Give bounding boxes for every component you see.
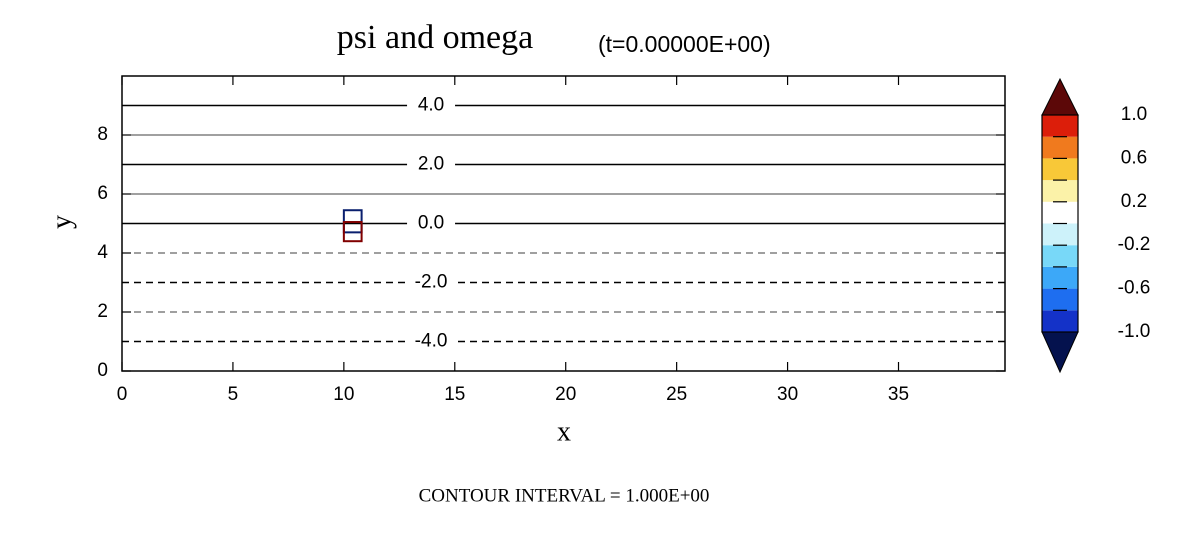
colorbar-band <box>1042 310 1078 332</box>
x-tick-label: 10 <box>333 384 354 405</box>
contour-label-bg <box>407 95 456 116</box>
colorbar-tick-label: -1.0 <box>1118 321 1151 342</box>
x-tick-label: 0 <box>117 384 128 405</box>
y-tick-label: 8 <box>97 124 108 145</box>
colorbar-tick-label: 0.2 <box>1121 191 1147 212</box>
contour-label-bg <box>407 213 456 234</box>
y-tick-label: 2 <box>97 301 108 322</box>
x-tick-label: 15 <box>444 384 465 405</box>
y-tick-label: 0 <box>97 360 108 381</box>
contour-label-bg <box>407 154 456 175</box>
footer-note: CONTOUR INTERVAL = 1.000E+00 <box>419 485 710 506</box>
contour-label: 2.0 <box>418 154 444 175</box>
colorbar-band <box>1042 180 1078 202</box>
x-tick-label: 5 <box>228 384 239 405</box>
x-tick-label: 30 <box>777 384 798 405</box>
colorbar-band <box>1042 158 1078 181</box>
colorbar-band <box>1042 266 1078 289</box>
colorbar-frame <box>1041 114 1079 333</box>
colorbar-band <box>1042 115 1078 137</box>
colorbar-tick-label: 0.6 <box>1121 147 1147 168</box>
colorbar-extend-high <box>1041 77 1079 116</box>
colorbar-band <box>1042 201 1078 224</box>
x-tick-label: 20 <box>555 384 576 405</box>
x-axis-label: x <box>557 416 571 447</box>
colorbar-tick-label: -0.6 <box>1118 278 1151 299</box>
plot-frame <box>121 75 1006 372</box>
colorbar-band <box>1042 136 1078 159</box>
chart-subtitle: (t=0.00000E+00) <box>598 31 771 57</box>
contour-label-bg <box>407 331 456 352</box>
contour-label: -2.0 <box>415 272 448 293</box>
contour-label: -4.0 <box>415 331 448 352</box>
colorbar-extend-low <box>1041 331 1079 374</box>
chart-title: psi and omega <box>337 19 533 56</box>
contour-label-bg <box>407 272 456 293</box>
y-tick-label: 4 <box>97 242 108 263</box>
y-axis-label: y <box>46 215 77 229</box>
colorbar-tick-label: 1.0 <box>1121 104 1147 125</box>
colorbar-tick-label: -0.2 <box>1118 234 1151 255</box>
colorbar-band <box>1042 288 1078 311</box>
x-tick-label: 35 <box>888 384 909 405</box>
colorbar-band <box>1042 245 1078 267</box>
colorbar-band <box>1042 223 1078 246</box>
x-tick-label: 25 <box>666 384 687 405</box>
contour-label: 0.0 <box>418 213 444 234</box>
contour-label: 4.0 <box>418 95 444 116</box>
omega-patch <box>342 221 363 243</box>
y-tick-label: 6 <box>97 183 108 204</box>
